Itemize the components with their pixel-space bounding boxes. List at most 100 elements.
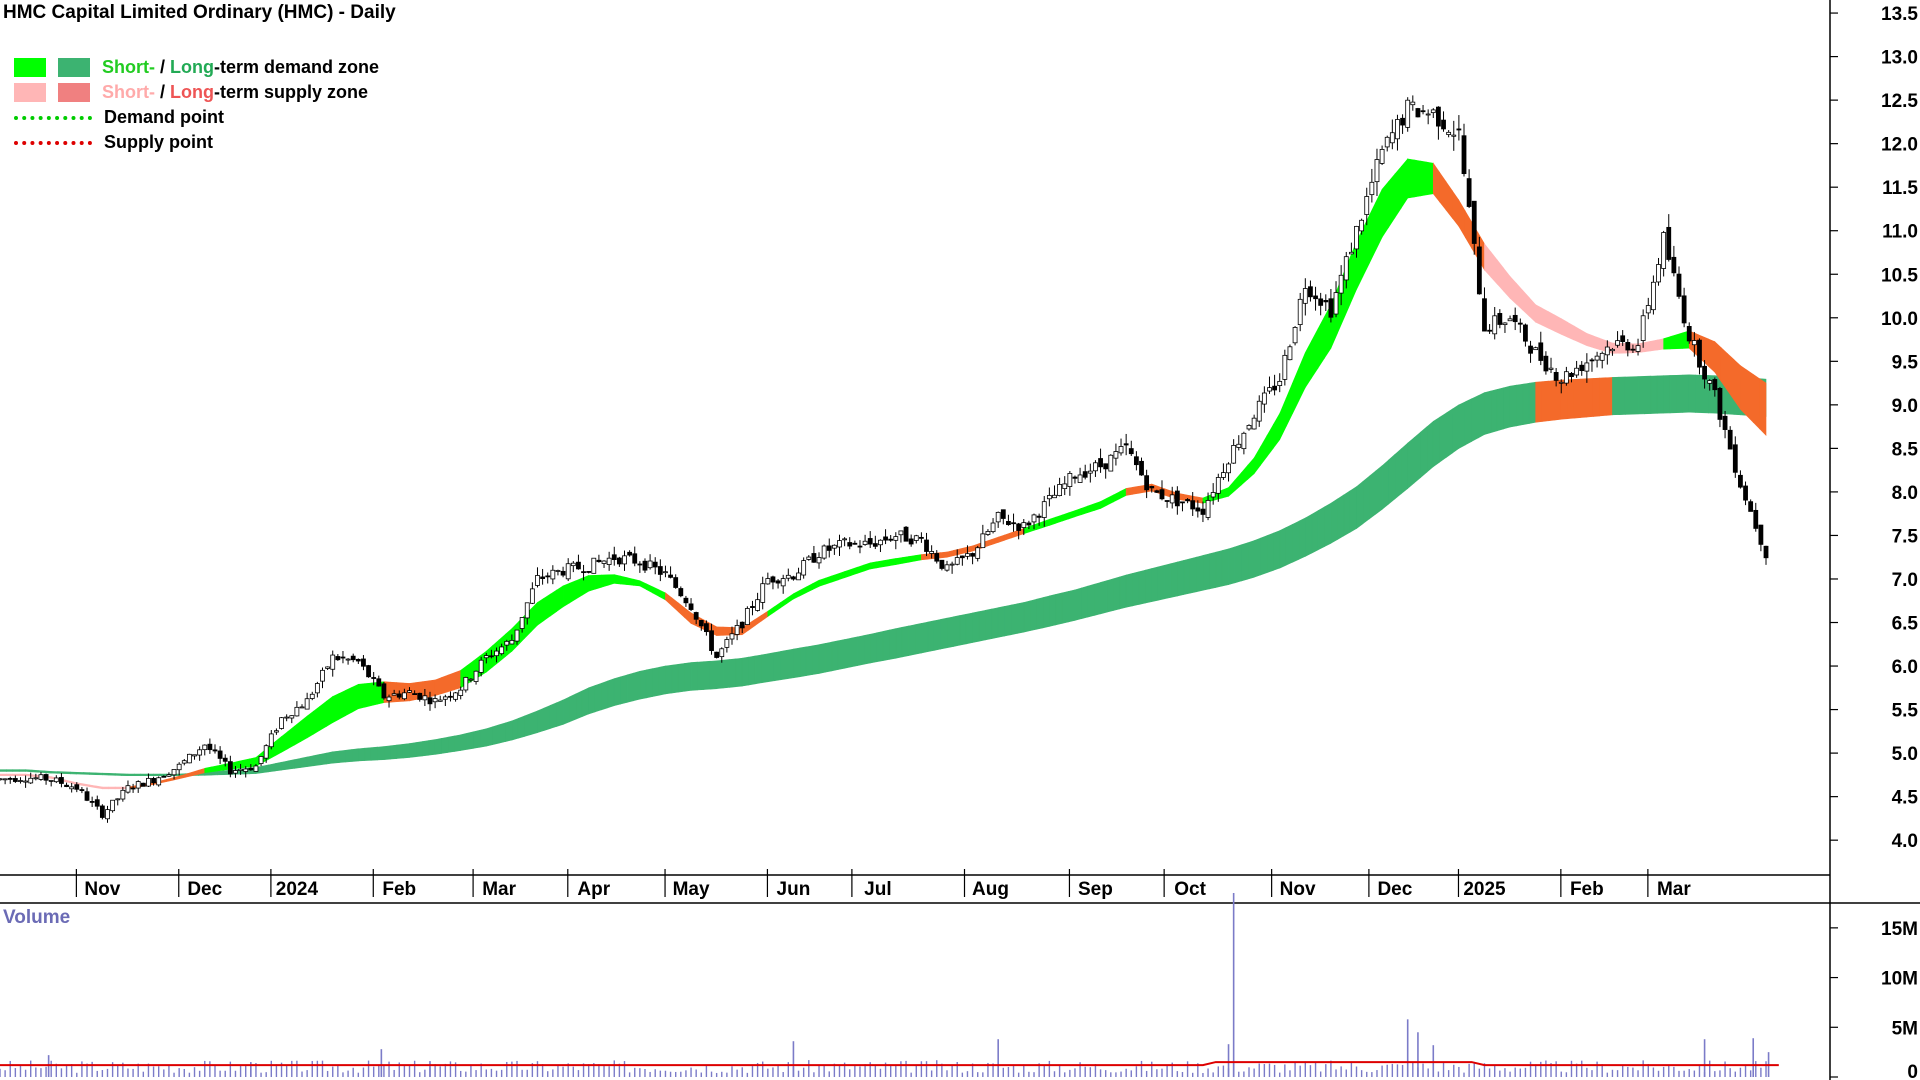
- candle-body: [1180, 501, 1185, 504]
- long-term-zone-segment: [1509, 384, 1517, 428]
- long-term-zone-segment: [613, 676, 621, 707]
- candle-body: [161, 775, 167, 778]
- short-term-zone-segment: [1113, 491, 1121, 503]
- candle-body: [729, 633, 735, 640]
- candle-body: [949, 563, 955, 566]
- long-term-zone-segment: [895, 626, 903, 659]
- candle-body: [857, 545, 863, 548]
- short-term-zone-segment: [294, 720, 302, 746]
- long-term-zone-segment: [0, 769, 7, 772]
- short-term-zone-segment: [1004, 532, 1012, 541]
- long-term-zone-segment: [454, 734, 461, 752]
- candle-body: [222, 757, 228, 762]
- candle-body: [1666, 226, 1672, 260]
- long-term-zone-segment: [1209, 551, 1217, 590]
- candle-body: [1707, 380, 1713, 384]
- candle-body: [1236, 443, 1242, 448]
- long-term-zone-segment: [1087, 583, 1095, 618]
- long-term-zone-segment: [517, 715, 525, 739]
- long-term-zone-segment: [889, 628, 897, 660]
- long-term-zone-segment: [95, 772, 103, 776]
- volume-tick-label: 0: [1907, 1062, 1918, 1080]
- long-term-zone-segment: [703, 660, 711, 690]
- candle-body: [1302, 288, 1308, 304]
- candle-body: [560, 570, 566, 576]
- long-term-zone-segment: [1330, 498, 1338, 544]
- long-term-zone-segment: [390, 744, 398, 760]
- short-demand-swatch: [14, 58, 46, 77]
- short-term-zone-segment: [959, 547, 967, 555]
- candle-body: [361, 658, 366, 667]
- candle-body: [739, 621, 745, 629]
- short-term-zone-segment: [1733, 358, 1741, 411]
- candle-body: [1389, 132, 1395, 144]
- candle-body: [990, 522, 996, 533]
- long-term-zone-segment: [402, 743, 410, 759]
- long-term-zone-segment: [479, 728, 487, 748]
- candle-body: [954, 557, 960, 565]
- long-term-zone-segment: [914, 623, 922, 655]
- long-term-zone-segment: [1356, 480, 1364, 530]
- long-term-zone-segment: [1535, 381, 1543, 423]
- candle-body: [596, 559, 602, 563]
- candle-body: [401, 692, 407, 700]
- candle-body: [616, 557, 622, 565]
- long-term-zone-segment: [543, 704, 551, 731]
- long-term-zone-segment: [281, 760, 289, 771]
- long-term-zone-segment: [607, 678, 615, 709]
- candle-body: [1328, 298, 1334, 318]
- candle-body: [586, 571, 592, 573]
- candle-body: [99, 805, 105, 818]
- short-term-zone-segment: [946, 550, 954, 558]
- candle-body: [1538, 342, 1544, 361]
- long-term-zone-segment: [364, 747, 372, 761]
- candle-body: [110, 799, 116, 812]
- candle-body: [1006, 520, 1011, 526]
- long-term-zone-segment: [799, 646, 807, 678]
- short-term-zone-segment: [166, 777, 174, 782]
- short-term-zone-segment: [1394, 165, 1402, 219]
- candle-body: [1517, 322, 1523, 325]
- price-tick-label: 12.0: [1881, 135, 1918, 156]
- long-term-zone-segment: [159, 773, 167, 777]
- short-term-zone-segment: [1420, 160, 1428, 197]
- candle-body: [852, 542, 858, 545]
- long-term-zone-segment: [262, 764, 270, 774]
- price-tick-label: 13.0: [1881, 48, 1918, 69]
- candle-body: [289, 715, 295, 719]
- long-term-zone-segment: [1592, 377, 1600, 417]
- candle-body: [468, 678, 474, 681]
- short-term-zone-segment: [1234, 471, 1242, 492]
- long-term-zone-segment: [1010, 603, 1018, 636]
- short-term-zone-segment: [204, 766, 212, 774]
- candle-body: [48, 780, 54, 782]
- long-term-zone-segment: [1580, 378, 1588, 418]
- candle-body: [59, 777, 64, 784]
- long-term-zone-segment: [671, 663, 679, 694]
- candle-body: [755, 599, 760, 611]
- short-term-zone-segment: [799, 586, 807, 597]
- short-term-zone-segment: [1087, 503, 1095, 514]
- price-tick-label: 10.5: [1881, 265, 1918, 286]
- long-term-zone-segment: [1452, 404, 1460, 454]
- long-term-zone-segment: [127, 773, 135, 777]
- long-term-zone-segment: [428, 739, 436, 756]
- candle-body: [1139, 460, 1144, 476]
- candle-body: [238, 768, 243, 771]
- short-term-zone-segment: [985, 538, 993, 548]
- short-term-zone-segment: [114, 786, 122, 790]
- long-term-zone-segment: [665, 664, 673, 695]
- short-term-zone-segment: [441, 674, 449, 695]
- long-term-zone-segment: [709, 660, 717, 690]
- volume-label: Volume: [3, 907, 71, 928]
- long-term-zone-segment: [1432, 416, 1440, 468]
- candle-body: [135, 781, 141, 789]
- candle-body: [1169, 494, 1175, 504]
- candle-body: [1425, 113, 1431, 116]
- short-term-zone-segment: [831, 573, 839, 583]
- candle-body: [985, 531, 991, 535]
- long-term-zone-segment: [1221, 548, 1229, 587]
- long-term-zone-segment: [1285, 523, 1293, 566]
- long-term-zone-segment: [1605, 377, 1613, 416]
- long-term-zone-segment: [690, 661, 698, 691]
